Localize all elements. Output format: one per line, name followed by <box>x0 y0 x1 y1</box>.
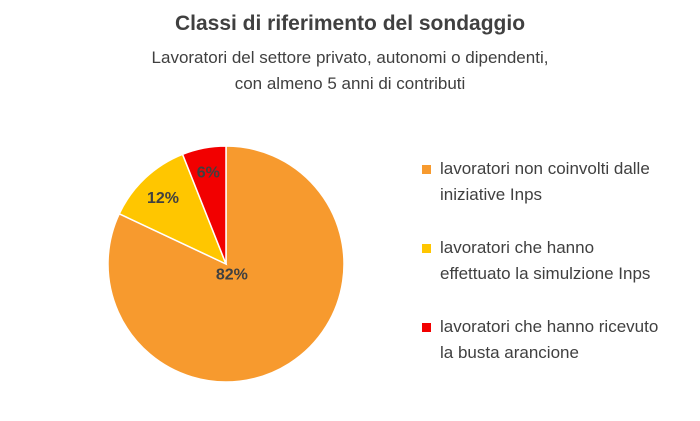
legend-label-2-line-2: effettuato la simulzione Inps <box>440 264 651 283</box>
chart-subtitle: Lavoratori del settore privato, autonomi… <box>0 45 700 97</box>
legend-swatch-1 <box>422 165 431 174</box>
legend-item-3: lavoratori che hanno ricevuto la busta ar… <box>422 314 692 366</box>
pie-slice-2 <box>118 153 228 266</box>
legend-label-1-line-2: iniziative Inps <box>440 185 543 204</box>
pie-slice-label-3: 6% <box>197 164 220 181</box>
chart-subtitle-line-1: Lavoratori del settore privato, autonomi… <box>151 48 549 67</box>
pie-slice-label-1: 82% <box>216 266 248 283</box>
pie-slice-label-2: 12% <box>147 190 179 207</box>
chart-title: Classi di riferimento del sondaggio <box>174 12 526 35</box>
chart-legend: lavoratori non coinvolti dalle iniziative… <box>422 156 692 393</box>
legend-swatch-2 <box>422 244 431 253</box>
legend-label-3-line-2: la busta arancione <box>440 343 579 362</box>
chart-subtitle-line-2: con almeno 5 anni di contributi <box>234 74 466 93</box>
legend-swatch-3 <box>422 323 431 332</box>
pie-slice-3 <box>181 145 227 265</box>
pie-slice-1 <box>107 145 345 383</box>
legend-label-1-line-1: lavoratori non coinvolti dalle <box>440 159 650 178</box>
legend-item-1: lavoratori non coinvolti dalle iniziative… <box>422 156 692 208</box>
legend-label-2-line-1: lavoratori che hanno <box>440 238 595 257</box>
legend-label-3-line-1: lavoratori che hanno ricevuto <box>440 317 659 336</box>
legend-item-2: lavoratori che hanno effettuato la simulz… <box>422 235 692 287</box>
